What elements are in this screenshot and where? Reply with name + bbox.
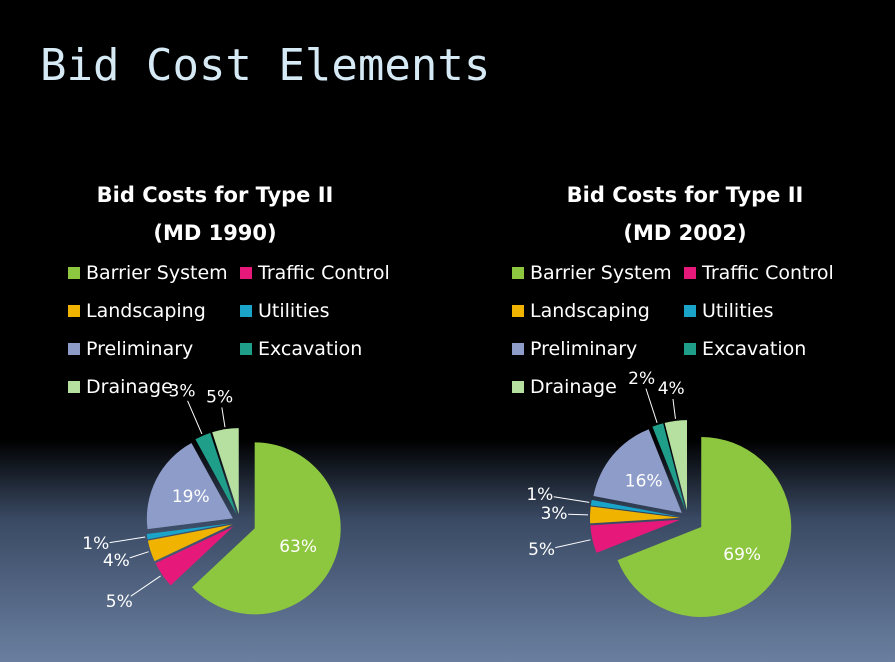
leader-line (568, 513, 589, 516)
legend-label: Barrier System (530, 261, 672, 284)
legend-item: Drainage (512, 370, 684, 403)
legend-label: Preliminary (530, 337, 638, 360)
legend-swatch (68, 380, 80, 393)
leader-line (187, 400, 203, 435)
pie-slice (590, 506, 681, 524)
data-label: 4% (103, 551, 130, 571)
legend-label: Drainage (530, 375, 617, 398)
legend-swatch (68, 304, 80, 317)
pie-slice (590, 519, 681, 553)
legend-item: Traffic Control (684, 256, 864, 289)
pie-slice (155, 526, 234, 586)
data-label: 5% (528, 540, 555, 560)
pie-slice (590, 499, 681, 517)
data-label: 4% (658, 379, 685, 399)
legend-swatch (68, 342, 80, 355)
data-label: 2% (628, 369, 655, 389)
chart-title: Bid Costs for Type II (MD 2002) (566, 183, 804, 245)
legend-item: Landscaping (512, 294, 684, 327)
data-label: 3% (169, 382, 196, 402)
legend-item: Excavation (684, 332, 864, 365)
legend-item: Utilities (240, 294, 420, 327)
data-label: 19% (172, 487, 210, 507)
legend-swatch (684, 342, 696, 355)
legend-swatch (240, 304, 252, 317)
legend-label: Excavation (258, 337, 363, 360)
pie-slice (617, 436, 792, 617)
data-label: 1% (82, 534, 109, 554)
legend-swatch (512, 380, 524, 393)
legend-label: Utilities (702, 299, 774, 322)
pie-slice (664, 420, 687, 511)
data-label: 5% (206, 388, 233, 408)
legend-swatch (512, 342, 524, 355)
leader-line (645, 388, 658, 424)
leader-line (672, 398, 676, 419)
pie-slice (146, 523, 233, 540)
data-label: 5% (106, 592, 133, 612)
pie-slice (195, 432, 237, 515)
legend-label: Utilities (258, 299, 330, 322)
chart-title: Bid Costs for Type II (MD 1990) (96, 183, 334, 245)
legend-swatch (684, 304, 696, 317)
legend-label: Traffic Control (258, 261, 390, 284)
legend-item: Barrier System (68, 256, 240, 289)
legend-item: Preliminary (68, 332, 240, 365)
legend-item: Utilities (684, 294, 864, 327)
leader-line (555, 539, 591, 549)
leader-line (129, 551, 149, 559)
legend: Barrier System Traffic Control Landscaping… (68, 256, 420, 403)
data-label: 3% (541, 504, 568, 524)
legend-item: Barrier System (512, 256, 684, 289)
leader-line (221, 407, 226, 428)
slide-title: Bid Cost Elements (40, 40, 491, 91)
data-label: 16% (625, 471, 663, 491)
legend-label: Preliminary (86, 337, 194, 360)
legend-label: Landscaping (86, 299, 206, 322)
legend-item: Landscaping (68, 294, 240, 327)
data-label: 69% (723, 545, 761, 565)
leader-line (553, 496, 590, 503)
pie-slice (212, 428, 239, 515)
legend-label: Excavation (702, 337, 807, 360)
data-label: 1% (526, 485, 553, 505)
legend-label: Landscaping (530, 299, 650, 322)
pie-slice (593, 429, 682, 513)
pie-slice (146, 443, 233, 530)
legend: Barrier System Traffic Control Landscaping… (512, 256, 864, 403)
pie-slice (191, 442, 341, 615)
pie-slice (147, 524, 233, 562)
legend-item: Preliminary (512, 332, 684, 365)
legend-item: Excavation (240, 332, 420, 365)
legend-label: Barrier System (86, 261, 228, 284)
legend-item: Drainage (68, 370, 240, 403)
legend-swatch (684, 266, 696, 279)
legend-swatch (512, 266, 524, 279)
leader-line (109, 536, 146, 544)
legend-item: Traffic Control (240, 256, 420, 289)
leader-line (130, 575, 161, 597)
legend-swatch (240, 342, 252, 355)
legend-swatch (240, 266, 252, 279)
legend-swatch (512, 304, 524, 317)
pie-slice (652, 423, 686, 511)
legend-swatch (68, 266, 80, 279)
legend-label: Traffic Control (702, 261, 834, 284)
data-label: 63% (279, 537, 317, 557)
legend-label: Drainage (86, 375, 173, 398)
